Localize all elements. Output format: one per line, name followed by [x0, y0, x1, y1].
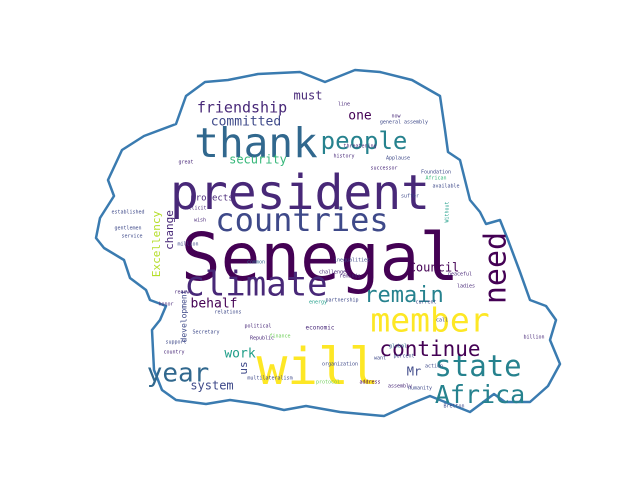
word-peaceful: peaceful: [448, 272, 472, 278]
word-ladies: ladies: [457, 284, 475, 290]
word-threatening: threatening: [343, 144, 376, 150]
word-political: political: [244, 324, 271, 330]
word-line: line: [338, 102, 350, 108]
word-president: president: [170, 165, 430, 221]
word-applause: Applause: [386, 156, 410, 162]
word-inequalities: inequalities: [334, 258, 370, 264]
word-organization: organization: [322, 362, 358, 368]
word-year: year: [147, 359, 210, 389]
word-energy: energy: [309, 300, 327, 306]
word-climate: climate: [184, 265, 327, 305]
word-one: one: [348, 109, 372, 124]
word-economic: economic: [306, 325, 335, 332]
word-friendship: friendship: [197, 99, 287, 117]
word-senegal: Senegal: [181, 219, 459, 296]
word-without: Without: [445, 201, 451, 222]
word-service: service: [121, 234, 142, 240]
word-behalf: behalf: [191, 297, 238, 312]
word-continue: continue: [379, 337, 480, 361]
word-countries: countries: [215, 201, 388, 239]
word-member: member: [370, 301, 489, 340]
word-renew: renew: [174, 290, 190, 296]
word-suffer: suffer: [401, 194, 419, 200]
word-state: state: [434, 349, 521, 383]
word-security: security: [229, 153, 287, 167]
word-million: million: [177, 242, 198, 248]
word-africa: Africa: [435, 380, 525, 409]
word-thank: thank: [194, 119, 318, 167]
word-need: need: [479, 232, 514, 304]
word-support: support: [165, 340, 186, 346]
word-remain: remain: [364, 283, 443, 308]
word-african: African: [425, 176, 446, 182]
senegal-outline: [94, 68, 562, 418]
word-system: system: [190, 379, 233, 393]
word-common: common: [247, 260, 265, 266]
word-action: action: [425, 364, 443, 370]
word-successor: successor: [370, 166, 397, 172]
word-republic: Republic: [250, 336, 274, 342]
word-work: work: [224, 347, 255, 362]
word-address: address: [359, 380, 380, 386]
word-great: great: [178, 160, 193, 166]
word-development: development: [180, 289, 189, 342]
word-relations: relations: [214, 310, 241, 316]
word-protocol: protocol: [316, 380, 340, 386]
word-secretary: Secretary: [192, 330, 219, 336]
word-available: available: [432, 184, 459, 190]
word-council: Council: [409, 261, 460, 275]
word-call: call: [436, 318, 448, 324]
word-country: country: [163, 350, 184, 356]
word-us: us: [237, 361, 250, 374]
word-finance: finance: [269, 334, 290, 340]
word-foundation: Foundation: [421, 170, 451, 176]
word-bretton: Bretton: [443, 404, 464, 410]
word-reminds: reminds: [339, 274, 360, 280]
word-projects: projects: [190, 194, 233, 204]
word-will: will: [257, 338, 380, 397]
word-change: change: [163, 210, 176, 250]
word-now: now: [391, 114, 401, 120]
word-honor: honor: [158, 302, 173, 308]
word-committed: committed: [211, 115, 281, 130]
word-partnership: partnership: [325, 298, 358, 304]
word-mr: Mr: [407, 365, 421, 379]
word-challenges: challenges: [319, 270, 349, 276]
word-wish: wish: [194, 218, 206, 224]
word-must: must: [294, 89, 323, 103]
word-people: people: [321, 127, 408, 155]
word-current: current: [415, 300, 436, 306]
word-established: established: [111, 210, 144, 216]
word-multilateralism: multilateralism: [247, 376, 292, 382]
word-want: want: [374, 356, 386, 362]
word-billion: billion: [523, 335, 544, 341]
word-gentlemen: gentlemen: [114, 226, 141, 232]
word-general-assembly: general assembly: [380, 120, 428, 126]
word-illicit: illicit: [185, 206, 206, 212]
word-excellency: Excellency: [150, 211, 163, 278]
word-history: history: [333, 154, 354, 160]
word-percent: percent: [393, 354, 414, 360]
word-global: global: [389, 344, 407, 350]
word-humanity: humanity: [408, 386, 432, 392]
word-assembly: assembly: [388, 384, 412, 390]
